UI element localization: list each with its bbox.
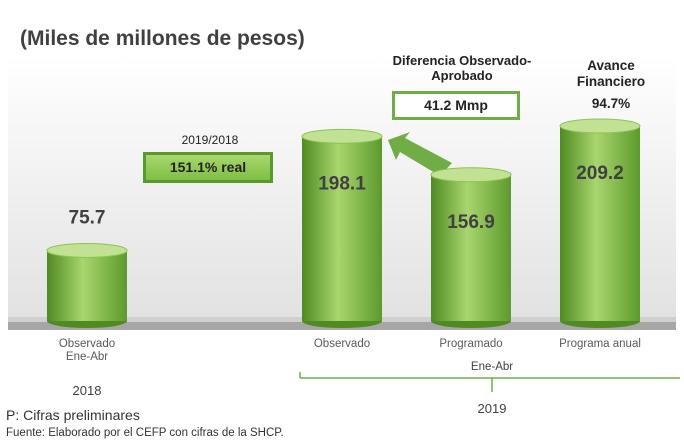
difference-title: Diferencia Observado-Aprobado [392, 53, 532, 83]
bar [47, 250, 127, 321]
bar [560, 126, 640, 321]
comparison-value: 151.1% real [143, 152, 273, 183]
note: P: Cifras preliminares [6, 407, 140, 423]
x-tick-label: Programado [439, 338, 503, 350]
x-tick-label: Programa anual [559, 338, 641, 350]
value-label: 209.2 [576, 163, 624, 184]
bar-top [301, 128, 383, 144]
group-label: 2018 [72, 383, 102, 398]
difference-value: 41.2 Mmp [392, 91, 520, 120]
progress-title: Avance Financiero [576, 58, 646, 89]
chart-title: (Miles de millones de pesos) [20, 27, 305, 50]
arrow [388, 132, 452, 176]
value-label: 198.1 [318, 173, 366, 194]
bar-top [46, 242, 128, 258]
comparison-label: 2019/2018 [181, 133, 239, 147]
value-label: 75.7 [69, 207, 106, 228]
x-tick-label: Observado Ene-Abr [58, 338, 116, 364]
bar-top [430, 167, 512, 183]
value-label: 156.9 [447, 212, 495, 233]
bar [302, 136, 382, 321]
group-label: 2019 [477, 401, 507, 416]
x-tick-label: Observado [313, 338, 371, 350]
note: Fuente: Elaborado por el CEFP con cifras… [6, 427, 284, 439]
progress-value: 94.7% [591, 96, 631, 111]
group-period: Ene-Abr [470, 361, 514, 373]
bar [431, 174, 511, 321]
bar-top [559, 118, 641, 134]
